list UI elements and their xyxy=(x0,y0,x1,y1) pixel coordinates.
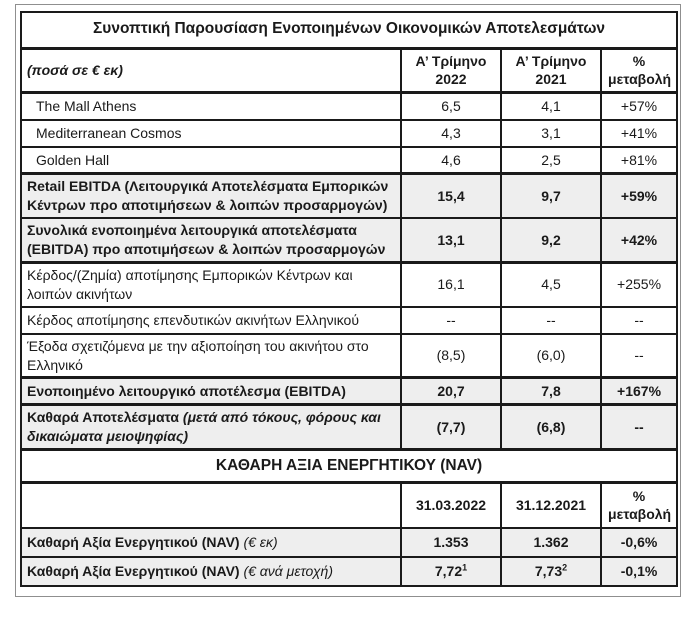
footnote-ref-2: 2 xyxy=(562,562,568,573)
nav-section-title: ΚΑΘΑΡΗ ΑΞΙΑ ΕΝΕΡΓΗΤΙΚΟΥ (NAV) xyxy=(19,448,679,485)
main-header-row: (ποσά σε € εκ) Α’ Τρίμηνο 2022 Α’ Τρίμην… xyxy=(20,47,679,95)
col-header-change: % μεταβολή xyxy=(599,47,679,95)
value-2022: 4,3 xyxy=(400,118,502,148)
value-31-03-2022: 7,721 xyxy=(400,556,502,587)
value-2022: 15,4 xyxy=(400,172,502,220)
value-31-03-2022: 1.353 xyxy=(400,526,502,558)
row-label: Έξοδα σχετιζόμενα με την αξιοποίηση του … xyxy=(20,332,402,379)
value-change: +59% xyxy=(599,172,679,220)
value-change: +81% xyxy=(599,145,679,175)
row-label-note: (μετά από τόκους, φόρους και δικαιώματα … xyxy=(27,409,381,445)
row-label: Retail EBITDA (Λειτουργικά Αποτελέσματα … xyxy=(20,172,402,220)
nav-per-share-2021: 7,73 xyxy=(534,562,563,579)
value-change: -0,1% xyxy=(599,556,679,587)
row-label: Κέρδος αποτίμησης επενδυτικών ακινήτων Ε… xyxy=(20,305,402,335)
row-label-note: (€ ανά μετοχή) xyxy=(243,562,333,579)
table-title-row: Συνοπτική Παρουσίαση Ενοποιημένων Οικονο… xyxy=(19,11,679,50)
value-2021: 3,1 xyxy=(500,118,602,148)
value-change: +167% xyxy=(599,376,679,407)
nav-section-title-row: ΚΑΘΑΡΗ ΑΞΙΑ ΕΝΕΡΓΗΤΙΚΟΥ (NAV) xyxy=(19,448,679,485)
row-label: Καθαρά Αποτελέσματα (μετά από τόκους, φό… xyxy=(20,403,402,452)
value-change: +42% xyxy=(599,217,679,264)
value-change: +41% xyxy=(599,118,679,148)
value-2022: 6,5 xyxy=(400,91,502,121)
row-net-results: Καθαρά Αποτελέσματα (μετά από τόκους, φό… xyxy=(20,403,679,452)
row-label: Golden Hall xyxy=(20,145,402,175)
value-31-12-2021: 7,732 xyxy=(500,556,602,587)
value-change: +57% xyxy=(599,91,679,121)
col-header-nav-change: % μεταβολή xyxy=(599,481,679,529)
col-header-date-2021: 31.12.2021 xyxy=(500,481,602,529)
row-label: Κέρδος/(Ζημία) αποτίμησης Εμπορικών Κέντ… xyxy=(20,261,402,308)
value-2022: 13,1 xyxy=(400,217,502,264)
financial-results-table: Συνοπτική Παρουσίαση Ενοποιημένων Οικονο… xyxy=(19,11,679,587)
row-label: Συνολικά ενοποιημένα λειτουργικά αποτελέ… xyxy=(20,217,402,264)
footnote-ref-1: 1 xyxy=(462,562,468,573)
row-total-consolidated-ebitda: Συνολικά ενοποιημένα λειτουργικά αποτελέ… xyxy=(20,217,679,264)
row-label: Mediterranean Cosmos xyxy=(20,118,402,148)
col-header-q1-2022: Α’ Τρίμηνο 2022 xyxy=(400,47,502,95)
value-2021: (6,0) xyxy=(500,332,602,379)
row-label-main: Καθαρή Αξία Ενεργητικού (NAV) xyxy=(27,562,240,579)
value-2021: 2,5 xyxy=(500,145,602,175)
value-2021: 4,1 xyxy=(500,91,602,121)
row-label: The Mall Athens xyxy=(20,91,402,121)
value-2021: 9,7 xyxy=(500,172,602,220)
row-label-main: Καθαρά Αποτελέσματα xyxy=(27,409,180,426)
value-2021: -- xyxy=(500,305,602,335)
value-2021: 4,5 xyxy=(500,261,602,308)
units-label: (ποσά σε € εκ) xyxy=(20,47,402,95)
col-header-q1-2021: Α’ Τρίμηνο 2021 xyxy=(500,47,602,95)
nav-header-empty xyxy=(20,481,402,529)
row-retail-ebitda: Retail EBITDA (Λειτουργικά Αποτελέσματα … xyxy=(20,172,679,220)
row-nav-total: Καθαρή Αξία Ενεργητικού (NAV) (€ εκ) 1.3… xyxy=(20,526,679,558)
value-change: +255% xyxy=(599,261,679,308)
row-the-mall-athens: The Mall Athens 6,5 4,1 +57% xyxy=(20,91,679,121)
row-valuation-gain-hellinikon: Κέρδος αποτίμησης επενδυτικών ακινήτων Ε… xyxy=(20,305,679,335)
row-label: Καθαρή Αξία Ενεργητικού (NAV) (€ εκ) xyxy=(20,526,402,558)
value-2022: (8,5) xyxy=(400,332,502,379)
row-mediterranean-cosmos: Mediterranean Cosmos 4,3 3,1 +41% xyxy=(20,118,679,148)
row-consolidated-ebitda: Ενοποιημένο λειτουργικό αποτέλεσμα (EBIT… xyxy=(20,376,679,407)
value-change: -- xyxy=(599,332,679,379)
row-label-main: Καθαρή Αξία Ενεργητικού (NAV) xyxy=(27,533,240,550)
value-2022: 20,7 xyxy=(400,376,502,407)
value-2022: 4,6 xyxy=(400,145,502,175)
value-31-12-2021: 1.362 xyxy=(500,526,602,558)
table-frame: Συνοπτική Παρουσίαση Ενοποιημένων Οικονο… xyxy=(15,4,681,597)
row-label: Καθαρή Αξία Ενεργητικού (NAV) (€ ανά μετ… xyxy=(20,556,402,587)
table-title: Συνοπτική Παρουσίαση Ενοποιημένων Οικονο… xyxy=(19,11,679,50)
row-label: Ενοποιημένο λειτουργικό αποτέλεσμα (EBIT… xyxy=(20,376,402,407)
value-change: -0,6% xyxy=(599,526,679,558)
row-nav-per-share: Καθαρή Αξία Ενεργητικού (NAV) (€ ανά μετ… xyxy=(20,556,679,587)
row-valuation-gain-malls: Κέρδος/(Ζημία) αποτίμησης Εμπορικών Κέντ… xyxy=(20,261,679,308)
value-change: -- xyxy=(599,305,679,335)
value-2021: 7,8 xyxy=(500,376,602,407)
value-2021: (6,8) xyxy=(500,403,602,452)
row-golden-hall: Golden Hall 4,6 2,5 +81% xyxy=(20,145,679,175)
value-change: -- xyxy=(599,403,679,452)
nav-header-row: 31.03.2022 31.12.2021 % μεταβολή xyxy=(20,481,679,529)
row-label-note: (€ εκ) xyxy=(243,533,278,550)
col-header-date-2022: 31.03.2022 xyxy=(400,481,502,529)
value-2022: (7,7) xyxy=(400,403,502,452)
value-2021: 9,2 xyxy=(500,217,602,264)
value-2022: -- xyxy=(400,305,502,335)
value-2022: 16,1 xyxy=(400,261,502,308)
nav-per-share-2022: 7,72 xyxy=(434,562,463,579)
row-hellinikon-expenses: Έξοδα σχετιζόμενα με την αξιοποίηση του … xyxy=(20,332,679,379)
